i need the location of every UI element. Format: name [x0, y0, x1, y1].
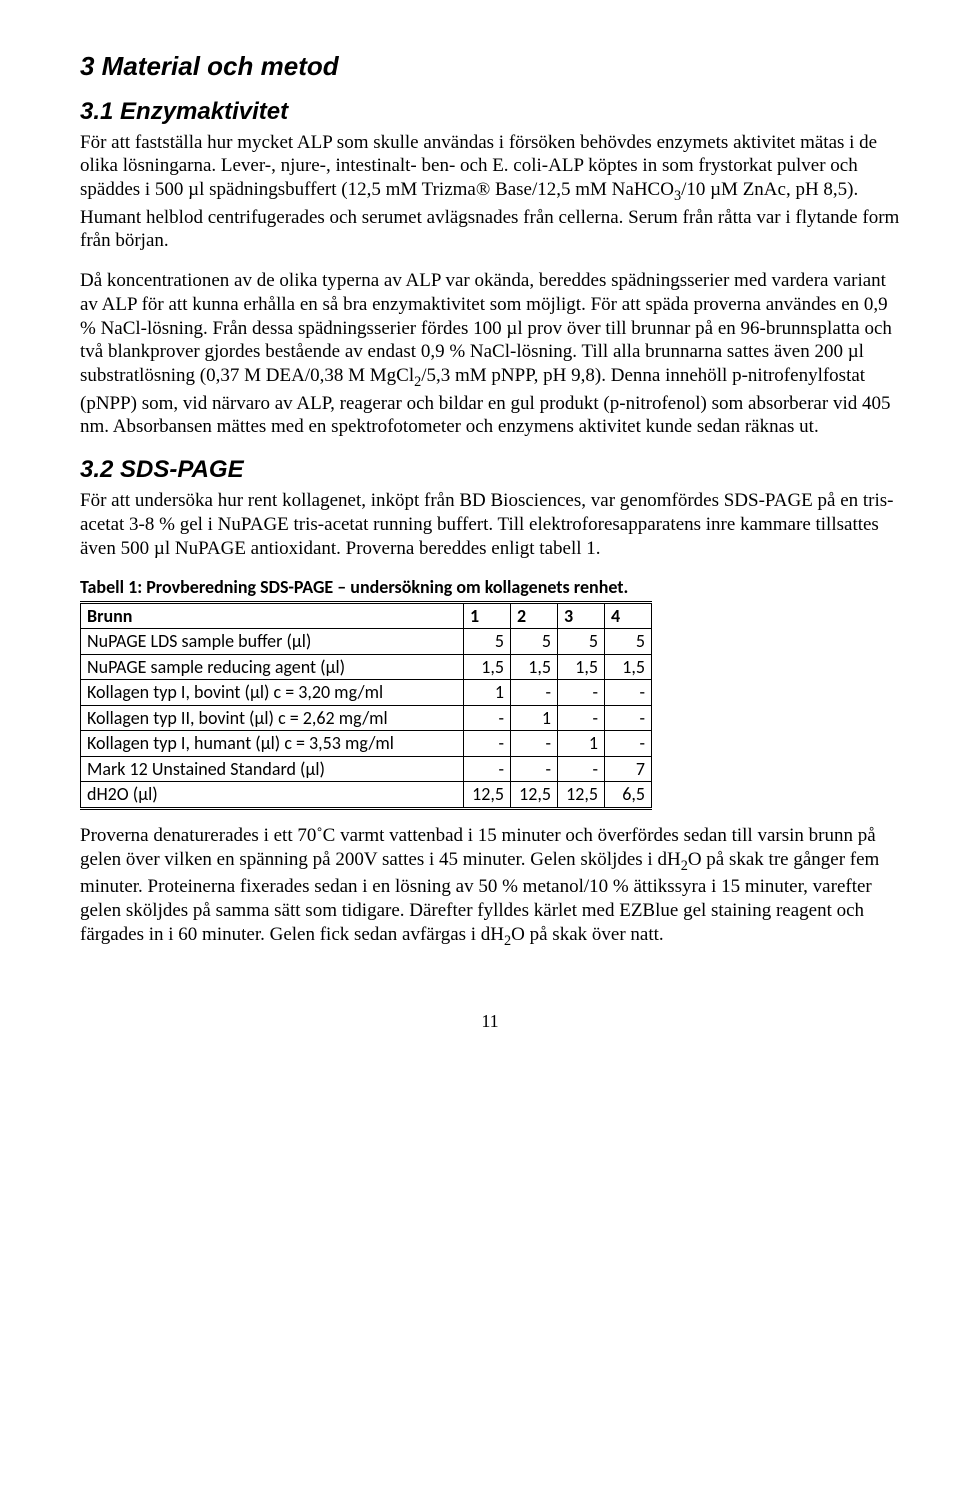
table-cell: dH2O (µl)	[81, 782, 464, 809]
table-cell: 1,5	[605, 654, 652, 680]
table-cell: -	[464, 705, 511, 731]
body-paragraph: Då koncentrationen av de olika typerna a…	[80, 269, 900, 439]
table-sds-page: Brunn 1 2 3 4 NuPAGE LDS sample buffer (…	[80, 601, 652, 810]
table-header-cell: 1	[464, 602, 511, 629]
table-header-cell: Brunn	[81, 602, 464, 629]
table-cell: NuPAGE LDS sample buffer (µl)	[81, 629, 464, 655]
table-cell: -	[558, 756, 605, 782]
body-paragraph: För att fastställa hur mycket ALP som sk…	[80, 131, 900, 254]
table-cell: 1	[464, 680, 511, 706]
table-cell: 12,5	[464, 782, 511, 809]
table-cell: 1,5	[464, 654, 511, 680]
table-row: Kollagen typ I, bovint (µl) c = 3,20 mg/…	[81, 680, 652, 706]
table-cell: Kollagen typ I, humant (µl) c = 3,53 mg/…	[81, 731, 464, 757]
table-cell: -	[558, 680, 605, 706]
table-header-row: Brunn 1 2 3 4	[81, 602, 652, 629]
table-cell: NuPAGE sample reducing agent (µl)	[81, 654, 464, 680]
table-cell: 1	[511, 705, 558, 731]
table-cell: Mark 12 Unstained Standard (µl)	[81, 756, 464, 782]
body-paragraph: Proverna denaturerades i ett 70˚C varmt …	[80, 824, 900, 950]
table-cell: 5	[558, 629, 605, 655]
table-cell: -	[511, 680, 558, 706]
table-cell: -	[558, 705, 605, 731]
table-cell: 12,5	[558, 782, 605, 809]
table-header-cell: 2	[511, 602, 558, 629]
table-cell: Kollagen typ I, bovint (µl) c = 3,20 mg/…	[81, 680, 464, 706]
table-row: NuPAGE sample reducing agent (µl) 1,5 1,…	[81, 654, 652, 680]
table-cell: -	[464, 731, 511, 757]
table-row: Kollagen typ II, bovint (µl) c = 2,62 mg…	[81, 705, 652, 731]
body-paragraph: För att undersöka hur rent kollagenet, i…	[80, 489, 900, 560]
subsection-heading: 3.2 SDS-PAGE	[80, 455, 900, 485]
table-row: NuPAGE LDS sample buffer (µl) 5 5 5 5	[81, 629, 652, 655]
table-row: dH2O (µl) 12,5 12,5 12,5 6,5	[81, 782, 652, 809]
table-cell: 5	[605, 629, 652, 655]
table-header-cell: 3	[558, 602, 605, 629]
table-header-cell: 4	[605, 602, 652, 629]
table-cell: -	[605, 731, 652, 757]
table-cell: 1,5	[558, 654, 605, 680]
section-heading: 3 Material och metod	[80, 50, 900, 83]
table-cell: 12,5	[511, 782, 558, 809]
table-cell: -	[511, 731, 558, 757]
table-row: Kollagen typ I, humant (µl) c = 3,53 mg/…	[81, 731, 652, 757]
subsection-heading: 3.1 Enzymaktivitet	[80, 97, 900, 127]
table-row: Mark 12 Unstained Standard (µl) - - - 7	[81, 756, 652, 782]
table-cell: 1,5	[511, 654, 558, 680]
table-cell: 7	[605, 756, 652, 782]
page-number: 11	[80, 1010, 900, 1033]
table-cell: -	[605, 680, 652, 706]
table-cell: 1	[558, 731, 605, 757]
table-cell: Kollagen typ II, bovint (µl) c = 2,62 mg…	[81, 705, 464, 731]
table-caption: Tabell 1: Provberedning SDS-PAGE – under…	[80, 576, 900, 599]
table-cell: 6,5	[605, 782, 652, 809]
table-cell: 5	[511, 629, 558, 655]
table-cell: -	[464, 756, 511, 782]
table-cell: -	[511, 756, 558, 782]
table-cell: 5	[464, 629, 511, 655]
table-cell: -	[605, 705, 652, 731]
